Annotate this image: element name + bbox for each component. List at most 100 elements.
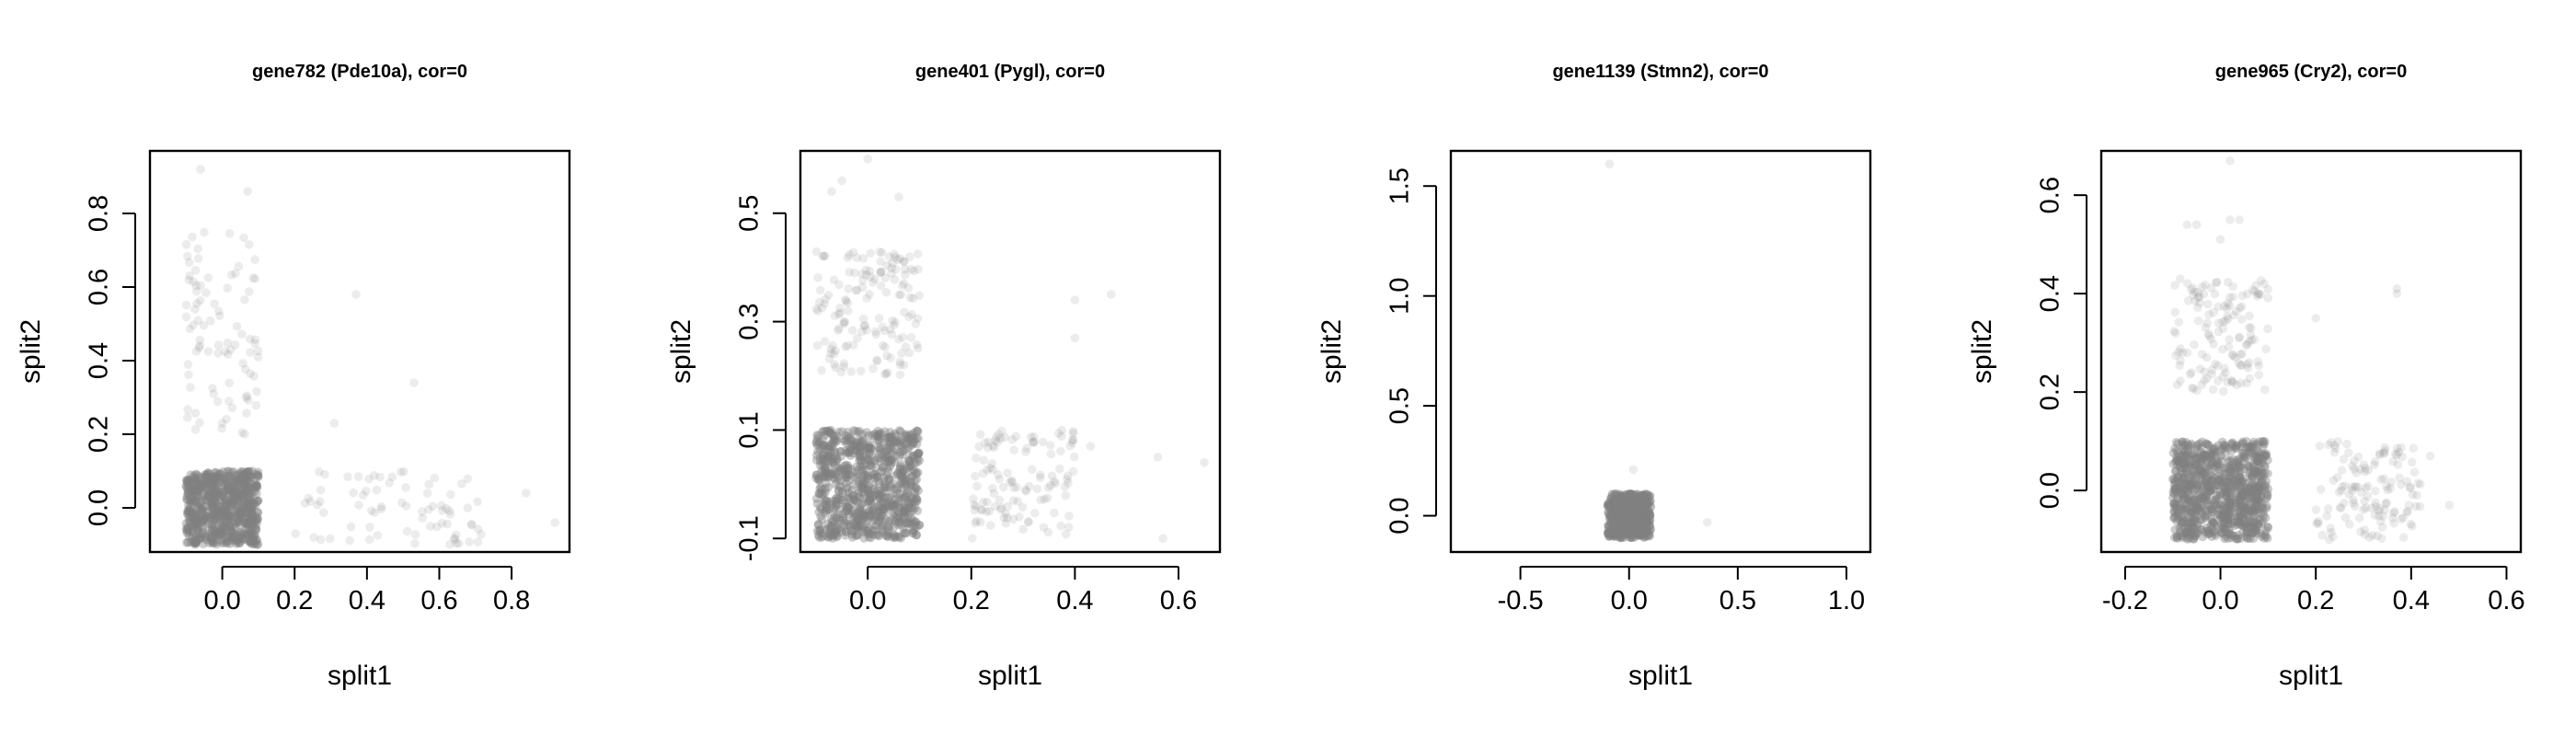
- data-point: [238, 489, 247, 499]
- x-tick-label: 0.6: [420, 586, 457, 615]
- data-point: [233, 537, 243, 547]
- y-tick-label: -0.1: [735, 515, 765, 561]
- data-point: [811, 470, 822, 480]
- data-point: [185, 517, 195, 527]
- data-point: [207, 520, 216, 530]
- data-point: [190, 538, 201, 547]
- data-point: [2237, 349, 2247, 359]
- data-point: [2311, 505, 2321, 514]
- data-point: [839, 319, 849, 328]
- data-point: [888, 489, 897, 499]
- data-point: [473, 537, 483, 547]
- data-point: [245, 474, 255, 484]
- data-point: [863, 485, 873, 495]
- data-point: [863, 155, 872, 164]
- data-point: [995, 474, 1005, 484]
- data-point: [868, 363, 878, 374]
- data-point: [821, 525, 830, 535]
- data-point: [188, 527, 197, 537]
- data-point: [181, 482, 191, 492]
- data-point: [241, 393, 251, 403]
- data-point: [231, 535, 241, 545]
- data-point: [2367, 531, 2377, 540]
- data-point: [199, 481, 209, 491]
- data-point: [2182, 279, 2192, 288]
- data-point: [811, 438, 822, 448]
- data-point: [238, 502, 247, 512]
- data-point: [358, 490, 368, 500]
- data-point: [242, 467, 252, 477]
- data-point: [2392, 289, 2402, 298]
- data-point: [1056, 521, 1065, 531]
- data-point: [437, 518, 447, 528]
- data-point: [251, 523, 260, 534]
- data-point: [226, 467, 236, 477]
- data-point: [213, 340, 224, 350]
- data-point: [812, 526, 822, 536]
- data-point: [206, 316, 215, 326]
- panel-4-title: gene965 (Cry2), cor=0: [2215, 62, 2407, 82]
- data-point: [856, 505, 865, 514]
- data-point: [892, 485, 902, 494]
- data-point: [214, 502, 224, 512]
- data-point: [183, 489, 192, 498]
- data-point: [202, 491, 213, 501]
- data-point: [210, 496, 220, 506]
- data-point: [910, 489, 920, 500]
- data-point: [230, 477, 240, 487]
- data-point: [199, 479, 209, 489]
- data-point: [864, 443, 873, 453]
- data-point: [219, 535, 228, 544]
- data-point: [222, 536, 231, 546]
- data-point: [223, 471, 233, 481]
- data-point: [430, 473, 440, 483]
- data-point: [826, 187, 836, 196]
- data-point: [895, 370, 905, 380]
- data-point: [213, 397, 223, 407]
- data-point: [251, 525, 261, 535]
- data-point: [978, 468, 988, 478]
- data-point: [2376, 475, 2386, 485]
- data-point: [238, 359, 248, 368]
- data-point: [208, 537, 218, 547]
- data-point: [181, 481, 191, 490]
- data-point: [187, 483, 197, 493]
- data-point: [891, 429, 900, 439]
- data-point: [851, 285, 861, 295]
- data-point: [209, 512, 218, 521]
- data-point: [2192, 493, 2202, 503]
- data-point: [246, 537, 256, 546]
- data-point: [213, 512, 223, 521]
- data-point: [246, 369, 255, 378]
- data-point: [2329, 441, 2340, 450]
- data-point: [242, 467, 251, 477]
- data-point: [240, 517, 249, 527]
- data-point: [245, 504, 254, 514]
- data-point: [223, 532, 233, 542]
- data-point: [188, 508, 198, 518]
- data-point: [874, 436, 884, 446]
- data-point: [828, 534, 837, 543]
- data-point: [230, 481, 239, 491]
- data-point: [2172, 534, 2182, 543]
- data-point: [900, 264, 910, 274]
- data-point: [227, 521, 236, 531]
- data-point: [192, 483, 201, 493]
- data-point: [2245, 311, 2254, 321]
- data-point: [212, 514, 221, 523]
- data-point: [851, 445, 861, 455]
- data-point: [814, 473, 823, 482]
- data-point: [2409, 443, 2418, 453]
- x-tick-label: 0.2: [953, 586, 990, 615]
- data-point: [222, 518, 231, 528]
- data-point: [249, 530, 259, 540]
- data-point: [228, 493, 238, 503]
- data-point: [839, 436, 849, 446]
- data-point: [190, 510, 201, 520]
- y-tick-label: 1.0: [1386, 278, 1415, 315]
- data-point: [881, 501, 891, 511]
- data-point: [250, 512, 260, 521]
- data-point: [847, 530, 857, 539]
- data-point: [874, 314, 884, 323]
- data-point: [833, 494, 843, 504]
